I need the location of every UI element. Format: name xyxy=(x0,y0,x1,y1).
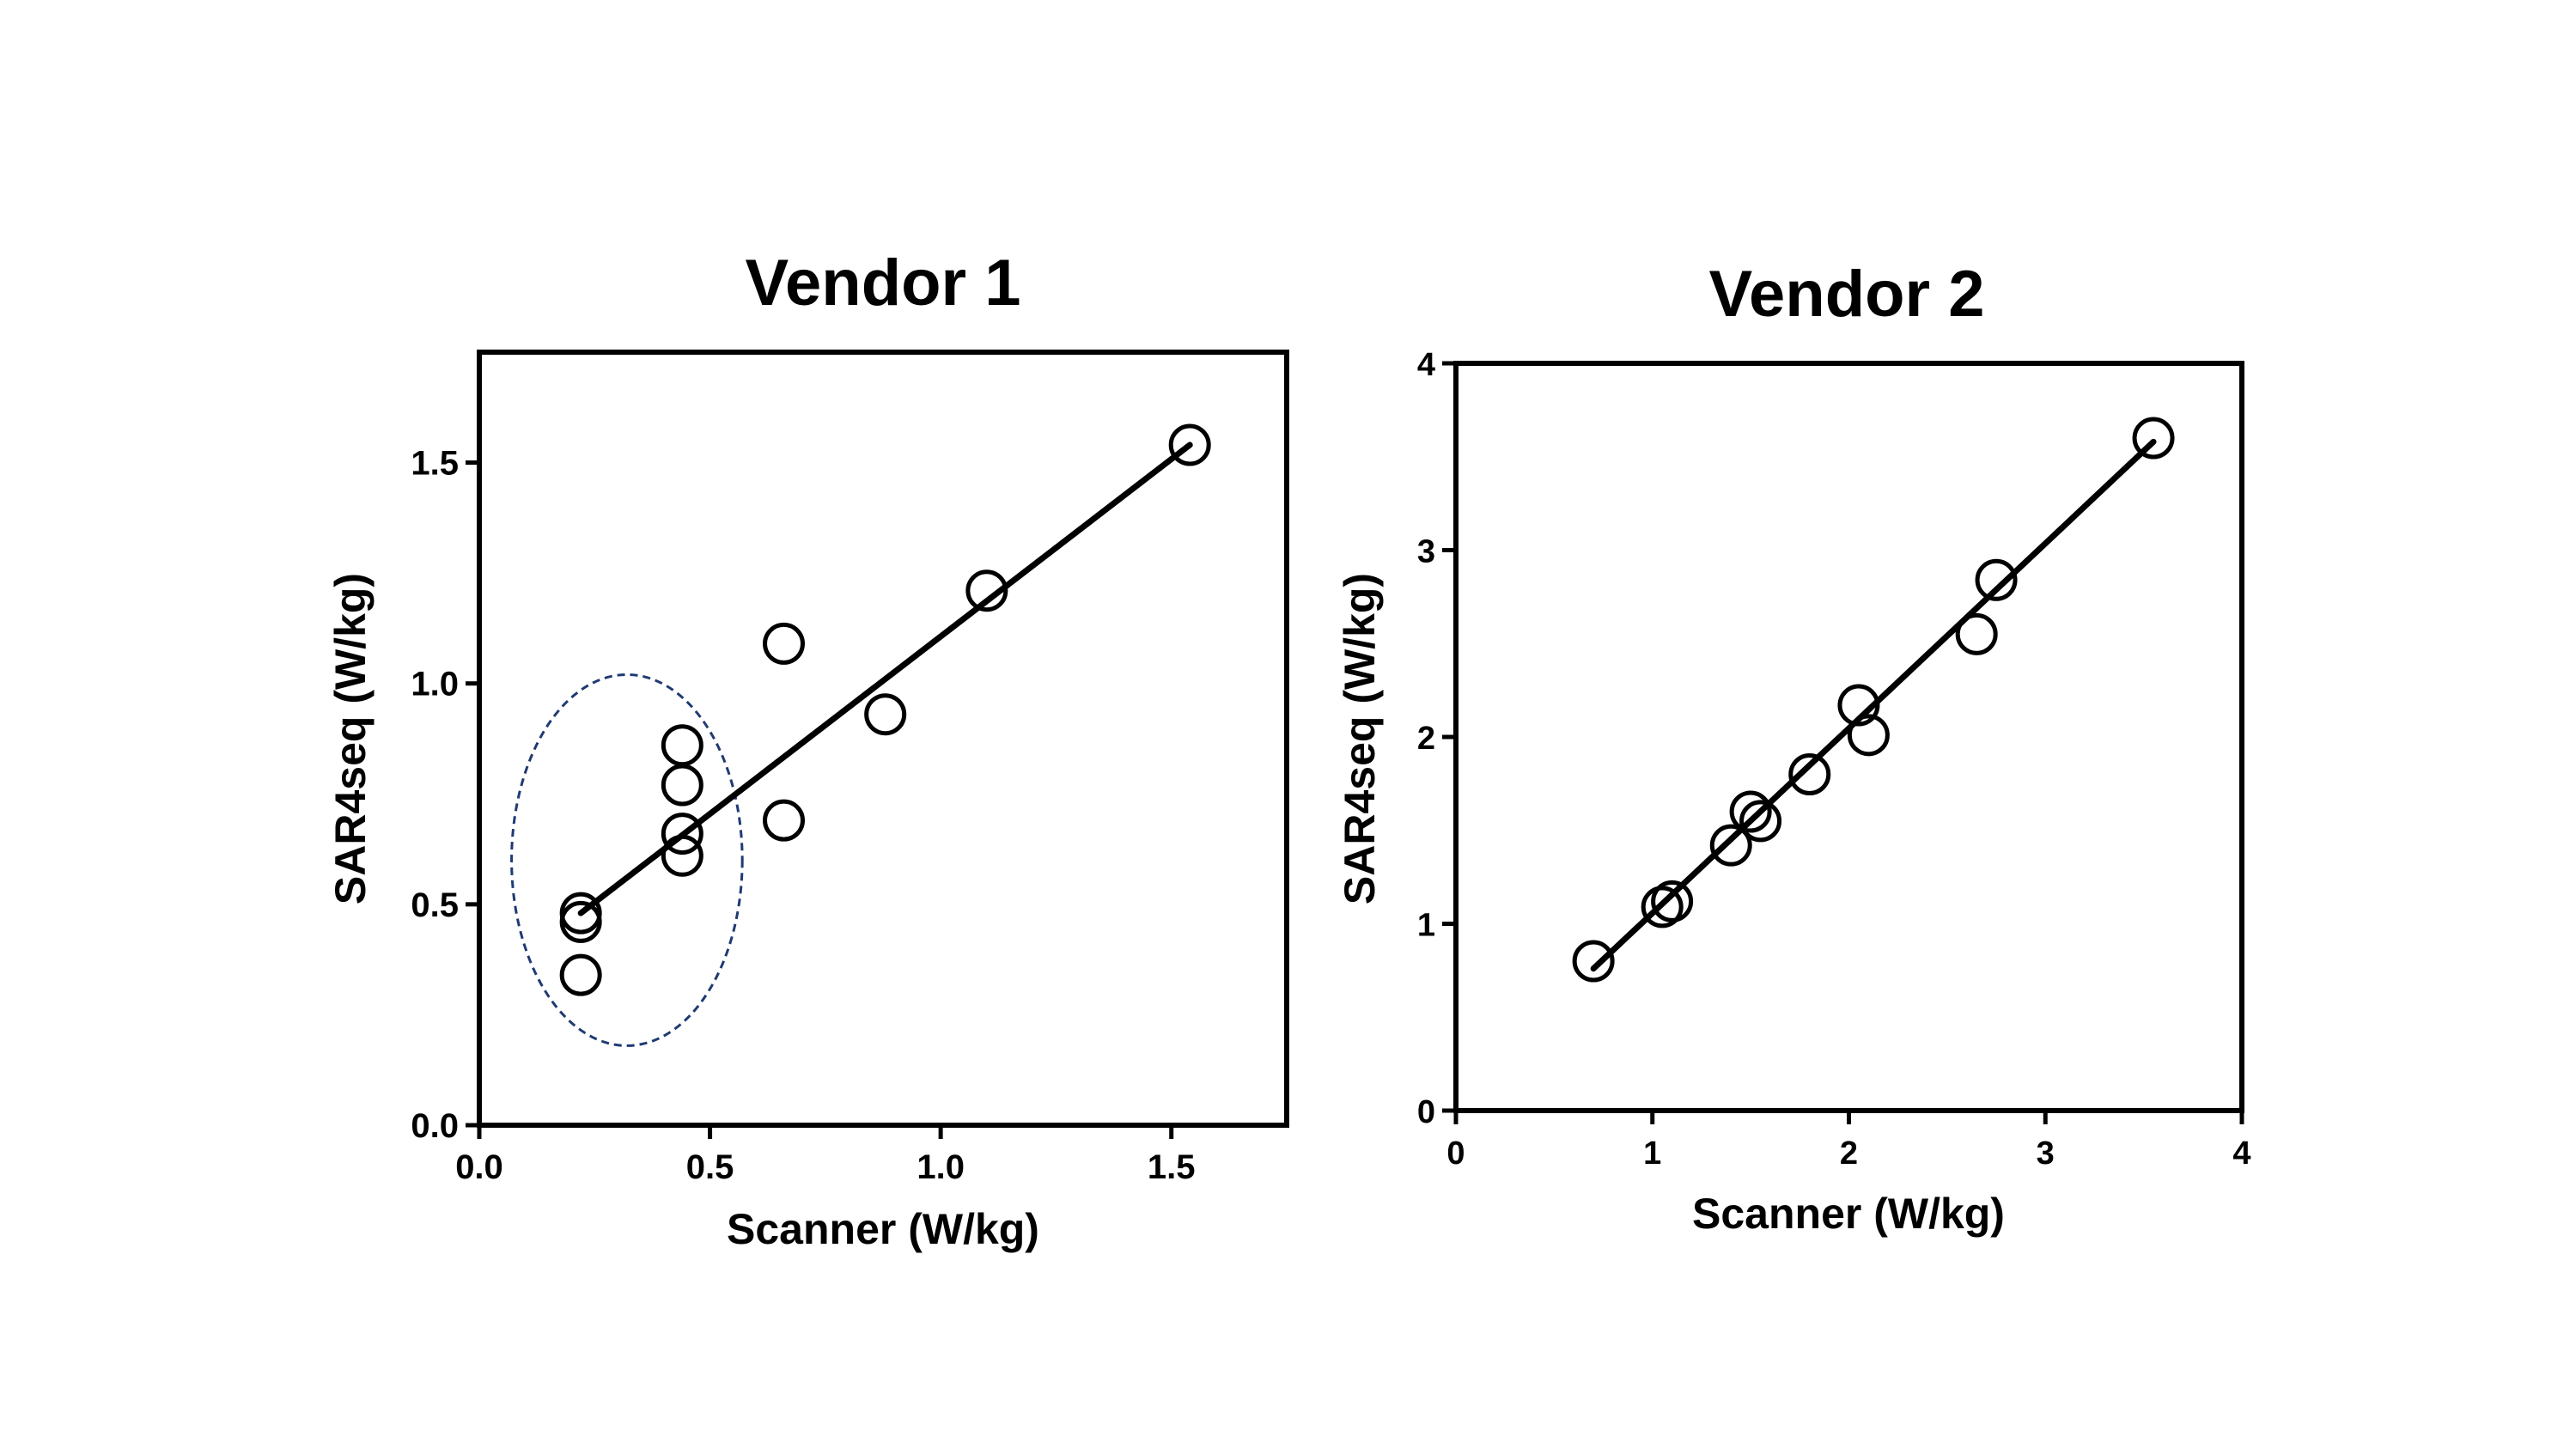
data-point xyxy=(1837,684,1880,727)
data-point xyxy=(1847,714,1890,757)
data-point xyxy=(1709,824,1752,867)
data-point xyxy=(1975,558,2018,601)
data-point xyxy=(965,569,1008,612)
data-point xyxy=(661,834,703,877)
data-point xyxy=(2132,417,2175,460)
plot-frame xyxy=(477,350,1289,1128)
x-tick-label: 3 xyxy=(2037,1135,2055,1172)
y-tick-label: 1 xyxy=(1417,908,1435,944)
data-point xyxy=(559,900,602,943)
x-axis-label: Scanner (W/kg) xyxy=(1692,1190,2005,1238)
x-tick-label: 0 xyxy=(1446,1135,1465,1172)
data-point xyxy=(661,764,703,807)
x-tick-label: 1 xyxy=(1643,1135,1661,1172)
data-marks xyxy=(510,423,1211,1047)
x-tick-label: 1.0 xyxy=(917,1148,965,1186)
data-point xyxy=(1739,800,1782,843)
data-point xyxy=(661,724,703,767)
fit-line xyxy=(1590,438,2157,972)
x-tick-label: 4 xyxy=(2232,1135,2250,1172)
fit-line xyxy=(577,441,1193,916)
y-tick-label: 2 xyxy=(1417,721,1435,757)
data-point xyxy=(1788,753,1831,795)
y-tick-label: 1.5 xyxy=(411,445,459,483)
x-tick-label: 0.5 xyxy=(686,1148,734,1186)
x-tick-label: 1.5 xyxy=(1148,1148,1196,1186)
data-point xyxy=(1168,423,1211,466)
data-point xyxy=(1651,880,1694,922)
chart-vendor-1: Vendor 1 Scanner (W/kg) SAR4seq (W/kg) 0… xyxy=(326,247,1289,1253)
chart-title: Vendor 2 xyxy=(1709,258,1985,331)
x-tick-label: 0.0 xyxy=(455,1148,503,1186)
axis-ticks: 0 1 2 3 4 0 1 2 3 4 xyxy=(1417,347,2251,1172)
data-point xyxy=(661,813,703,855)
y-tick-label: 0.5 xyxy=(411,886,459,924)
data-point xyxy=(559,953,602,996)
y-tick-label: 3 xyxy=(1417,534,1435,570)
chart-title: Vendor 1 xyxy=(746,247,1021,320)
data-point xyxy=(1641,886,1684,928)
x-axis-label: Scanner (W/kg) xyxy=(727,1205,1039,1253)
y-axis-label: SAR4seq (W/kg) xyxy=(326,573,375,904)
data-marks xyxy=(1572,417,2175,983)
data-point xyxy=(763,799,806,842)
y-tick-label: 4 xyxy=(1417,347,1435,383)
chart-vendor-2: Vendor 2 Scanner (W/kg) SAR4seq (W/kg) 0… xyxy=(1336,258,2251,1238)
y-tick-label: 0.0 xyxy=(411,1107,459,1145)
y-tick-label: 1.0 xyxy=(411,666,459,703)
data-point xyxy=(1572,940,1615,983)
y-tick-label: 0 xyxy=(1417,1094,1435,1130)
data-point xyxy=(1955,612,1998,655)
data-point xyxy=(763,622,806,665)
y-axis-label: SAR4seq (W/kg) xyxy=(1336,573,1384,904)
x-tick-label: 2 xyxy=(1840,1135,1858,1172)
data-point xyxy=(864,693,907,736)
data-point xyxy=(1729,790,1772,833)
axis-ticks: 0.0 0.5 1.0 1.5 0.0 0.5 1.0 1.5 xyxy=(411,445,1195,1186)
highlight-ellipse xyxy=(510,673,744,1047)
